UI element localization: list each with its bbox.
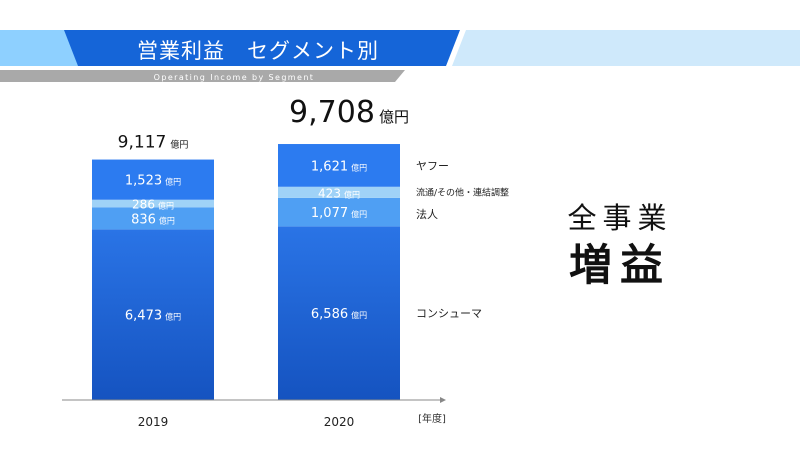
total-label-2020: 9,708 億円 xyxy=(289,95,409,130)
segment-label-2019-2: 286 億円 xyxy=(132,197,174,211)
segment-label-2019-1: 836 億円 xyxy=(131,212,175,227)
bar-segment-2020-0 xyxy=(278,226,400,400)
legend-entry-1: 法人 xyxy=(416,207,438,221)
x-axis-arrow xyxy=(440,397,446,403)
summary-line2: 増益 xyxy=(569,241,671,291)
bar-segment-2020-1 xyxy=(278,197,400,227)
banner-right-accent xyxy=(452,30,800,66)
x-tick-label-2019: 2019 xyxy=(138,415,169,429)
x-axis-unit-label: [年度] xyxy=(418,412,446,425)
summary-callout: 全事業 増益 xyxy=(540,198,700,294)
segment-label-2019-3: 1,523 億円 xyxy=(125,174,181,189)
segment-label-2020-2: 423 億円 xyxy=(318,186,360,200)
segment-label-2019-0: 6,473 億円 xyxy=(125,309,181,324)
legend-entry-2: 流通/その他・連結調整 xyxy=(416,186,509,198)
bar-segment-2019-2 xyxy=(92,199,214,208)
segment-label-2020-3: 1,621 億円 xyxy=(311,159,367,174)
bar-segment-2020-3 xyxy=(278,144,400,187)
banner-main-band xyxy=(64,30,460,66)
banner-shapes xyxy=(0,30,800,82)
segment-label-2020-0: 6,586 億円 xyxy=(311,307,367,322)
page-title: 営業利益 セグメント別 xyxy=(137,39,379,63)
total-label-2019: 9,117 億円 xyxy=(118,133,189,153)
bar-segment-2020-2 xyxy=(278,186,400,198)
banner-left-accent xyxy=(0,30,84,66)
bar-segment-2019-1 xyxy=(92,207,214,230)
legend-entry-0: コンシューマ xyxy=(416,307,482,320)
page-subtitle: Operating Income by Segment xyxy=(153,73,315,82)
bar-segment-2019-0 xyxy=(92,229,214,400)
banner-sub-strip xyxy=(0,70,405,82)
header-banner: 営業利益 セグメント別 Operating Income by Segment xyxy=(0,0,800,90)
segment-label-2020-1: 1,077 億円 xyxy=(311,206,367,221)
x-tick-label-2020: 2020 xyxy=(324,415,355,429)
legend-entry-3: ヤフー xyxy=(416,159,449,172)
summary-line1: 全事業 xyxy=(567,201,673,235)
bar-segment-2019-3 xyxy=(92,159,214,200)
